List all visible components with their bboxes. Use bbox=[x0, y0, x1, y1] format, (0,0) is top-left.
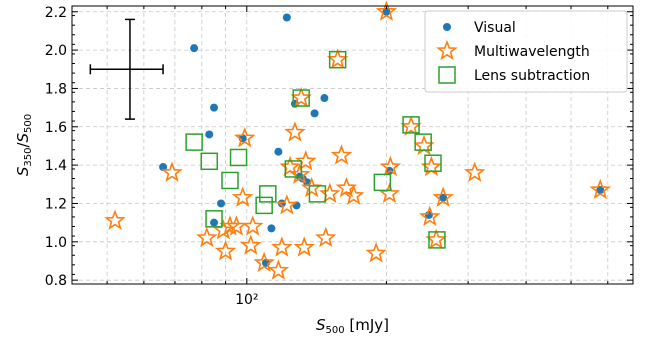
visual-point bbox=[210, 103, 219, 112]
multiwavelength-point bbox=[219, 215, 241, 236]
visual-point bbox=[439, 193, 448, 202]
multiwavelength-point bbox=[400, 115, 422, 136]
lens-subtraction-point bbox=[308, 185, 327, 203]
visual-point bbox=[267, 224, 276, 233]
axis-labels: S500 [mJy] S350/S500 bbox=[14, 114, 389, 336]
plot-area-frame bbox=[71, 5, 634, 285]
multiwavelength-point bbox=[196, 226, 218, 248]
y-tick-label: 1.4 bbox=[45, 158, 67, 174]
visual-point bbox=[217, 199, 226, 208]
multiwavelength-point bbox=[365, 242, 387, 263]
visual-point bbox=[310, 109, 319, 118]
x-tick-label: 10² bbox=[235, 292, 258, 308]
y-tick-label: 1.2 bbox=[45, 196, 67, 212]
visual-point bbox=[190, 44, 199, 53]
visual-point bbox=[382, 7, 391, 16]
visual-point bbox=[205, 130, 214, 139]
y-tick-label: 2.2 bbox=[45, 5, 67, 21]
lens-subtraction-point bbox=[229, 148, 248, 167]
legend-marker-multiwavelength bbox=[436, 39, 458, 61]
multiwavelength-point bbox=[379, 155, 402, 177]
multiwavelength-point bbox=[375, 0, 398, 21]
y-axis-label: S350/S500 bbox=[14, 114, 34, 176]
lens-subtraction-point bbox=[259, 185, 277, 203]
visual-point bbox=[159, 163, 168, 172]
multiwavelength-point bbox=[425, 228, 447, 250]
multiwavelength-point bbox=[464, 161, 486, 182]
visual-point bbox=[277, 199, 286, 208]
multiwavelength-point bbox=[231, 186, 254, 207]
lens-subtraction-point bbox=[284, 160, 303, 178]
legend-label: Lens subtraction bbox=[474, 68, 590, 84]
visual-point bbox=[596, 186, 605, 195]
legend: Visual Multiwavelength Lens subtraction bbox=[424, 10, 628, 93]
multiwavelength-point bbox=[342, 184, 365, 205]
lens-subtraction-point bbox=[255, 196, 273, 215]
lens-subtraction-point bbox=[205, 210, 223, 228]
legend-box bbox=[424, 10, 628, 93]
multiwavelength-point bbox=[335, 176, 358, 198]
visual-point bbox=[320, 94, 329, 103]
lens-subtraction-point bbox=[373, 173, 392, 192]
visual-point bbox=[274, 147, 283, 156]
representative-error-bar bbox=[89, 18, 164, 120]
x-axis-label: S500 [mJy] bbox=[316, 316, 389, 336]
multiwavelength-point bbox=[315, 226, 337, 248]
multiwavelength-point bbox=[290, 86, 312, 108]
visual-point bbox=[210, 218, 219, 227]
y-tick-label: 1.6 bbox=[45, 120, 67, 136]
multiwavelength-point bbox=[288, 163, 311, 184]
lens-subtraction-point bbox=[402, 116, 420, 134]
multiwavelength-point bbox=[378, 182, 401, 204]
multiwavelength-point bbox=[214, 240, 237, 261]
multiwavelength-point bbox=[271, 236, 293, 257]
multiwavelength-point bbox=[161, 161, 183, 182]
lens-subtraction-point bbox=[200, 152, 218, 171]
multiwavelength-point bbox=[330, 144, 353, 165]
data-points bbox=[104, 0, 611, 280]
y-tick-label: 0.8 bbox=[45, 273, 67, 289]
multiwavelength-point bbox=[589, 178, 611, 200]
visual-point bbox=[282, 13, 291, 22]
multiwavelength-point bbox=[104, 209, 126, 230]
multiwavelength-point bbox=[279, 155, 301, 177]
lens-subtraction-point bbox=[185, 133, 203, 151]
multiwavelength-point bbox=[267, 259, 290, 280]
y-tick-label: 2.0 bbox=[45, 43, 67, 59]
multiwavelength-point bbox=[295, 150, 317, 171]
multiwavelength-point bbox=[234, 127, 256, 148]
multiwavelength-point bbox=[419, 205, 441, 227]
multiwavelength-point bbox=[293, 236, 315, 257]
lens-subtraction-point bbox=[414, 133, 432, 151]
legend-label: Multiwavelength bbox=[474, 44, 590, 60]
legend-label: Visual bbox=[474, 20, 516, 36]
legend-marker-visual bbox=[443, 23, 451, 31]
lens-subtraction-point bbox=[221, 171, 239, 190]
lens-subtraction-point bbox=[424, 154, 442, 172]
multiwavelength-point bbox=[284, 121, 306, 142]
lens-subtraction-point bbox=[428, 231, 446, 249]
multiwavelength-point bbox=[242, 215, 264, 236]
lens-subtraction-point bbox=[328, 50, 347, 69]
multiwavelength-point bbox=[432, 186, 454, 207]
multiwavelength-point bbox=[240, 234, 262, 255]
axis-ticks: 0.8 1.0 1.2 1.4 1.6 1.8 2.0 2.2 10² bbox=[45, 5, 633, 308]
multiwavelength-point bbox=[319, 182, 341, 204]
multiwavelength-point bbox=[326, 48, 349, 69]
multiwavelength-point bbox=[253, 251, 275, 273]
y-tick-label: 1.0 bbox=[45, 235, 67, 251]
legend-marker-lens-subtraction bbox=[438, 66, 456, 84]
y-tick-label: 1.8 bbox=[45, 81, 67, 97]
lens-subtraction-point bbox=[292, 89, 310, 107]
multiwavelength-point bbox=[276, 194, 298, 215]
